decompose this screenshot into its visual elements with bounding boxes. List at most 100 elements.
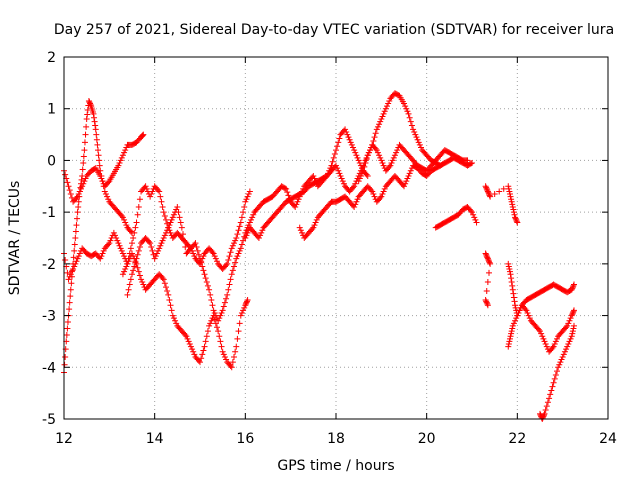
- data-point: [164, 227, 171, 234]
- data-point: [244, 229, 251, 236]
- data-point: [127, 228, 134, 235]
- data-point: [569, 328, 576, 335]
- data-point: [472, 216, 479, 223]
- data-point: [509, 201, 516, 208]
- data-point: [96, 157, 103, 164]
- data-point: [147, 193, 154, 200]
- data-point: [552, 338, 559, 345]
- data-point: [415, 139, 422, 146]
- data-point: [159, 237, 166, 244]
- data-point: [484, 278, 491, 285]
- data-point: [500, 185, 507, 192]
- data-point: [181, 237, 188, 244]
- x-tick-label: 24: [599, 431, 617, 447]
- data-point: [225, 256, 232, 263]
- data-point: [160, 276, 167, 283]
- series-track-10: [482, 183, 521, 226]
- data-point: [191, 253, 198, 260]
- data-point: [360, 167, 367, 174]
- data-point: [78, 176, 85, 183]
- data-point: [83, 116, 90, 123]
- data-point: [147, 240, 154, 247]
- y-tick-label: -2: [42, 257, 56, 273]
- data-point: [410, 126, 417, 133]
- data-point: [161, 280, 168, 287]
- data-point: [78, 185, 84, 192]
- data-point: [257, 232, 264, 239]
- data-point: [469, 160, 475, 167]
- data-point: [82, 175, 89, 182]
- data-point: [401, 183, 407, 190]
- data-point: [101, 188, 108, 195]
- data-point: [112, 232, 118, 239]
- data-point: [487, 193, 494, 200]
- data-point: [198, 259, 205, 266]
- data-point: [123, 222, 130, 229]
- data-point: [369, 188, 376, 195]
- data-point: [73, 258, 80, 265]
- data-point: [361, 163, 368, 170]
- data-point: [74, 255, 81, 262]
- data-point: [508, 196, 515, 203]
- data-point: [473, 219, 480, 226]
- data-point: [115, 240, 122, 247]
- data-point: [184, 335, 191, 342]
- data-point: [509, 286, 516, 293]
- data-point: [139, 132, 146, 139]
- data-point: [64, 325, 71, 332]
- data-point: [376, 152, 383, 159]
- data-point: [355, 157, 362, 164]
- data-point: [158, 198, 165, 205]
- data-point: [512, 304, 519, 311]
- data-point: [156, 245, 163, 252]
- data-point: [236, 320, 243, 327]
- data-point: [393, 149, 400, 156]
- data-point: [180, 231, 186, 238]
- data-point: [391, 152, 398, 159]
- data-point: [200, 253, 207, 260]
- data-point: [208, 317, 215, 324]
- data-point: [330, 154, 337, 161]
- series-track-11: [482, 250, 494, 309]
- data-point: [95, 152, 102, 159]
- data-point: [91, 114, 98, 121]
- data-point: [522, 306, 529, 313]
- data-point: [231, 353, 237, 360]
- data-point: [357, 172, 364, 179]
- data-point: [371, 134, 378, 141]
- data-point: [484, 188, 491, 195]
- data-point: [483, 288, 490, 295]
- data-point: [149, 188, 156, 195]
- series-track-4: [124, 126, 371, 324]
- y-tick-label: -5: [42, 412, 56, 428]
- data-point: [354, 196, 361, 203]
- data-point: [508, 275, 515, 282]
- data-point: [336, 135, 343, 142]
- x-tick-labels: 12 14 16 18 20 22 24: [55, 431, 617, 447]
- y-tick-labels: -5 -4 -3 -2 -1 0 1 2: [42, 50, 56, 428]
- data-point: [505, 183, 512, 190]
- data-point: [549, 344, 556, 351]
- data-point: [169, 214, 176, 221]
- data-point: [282, 185, 288, 192]
- data-point: [70, 254, 77, 261]
- data-point: [229, 359, 236, 366]
- data-point: [204, 282, 211, 289]
- data-point: [198, 355, 205, 362]
- data-point: [571, 322, 577, 329]
- data-point: [87, 101, 94, 108]
- data-point: [104, 193, 111, 200]
- data-point: [377, 118, 384, 125]
- data-point: [487, 260, 494, 267]
- data-point: [294, 198, 301, 205]
- data-point: [158, 240, 165, 247]
- data-point: [233, 343, 240, 350]
- data-point: [485, 256, 492, 263]
- data-point: [507, 333, 514, 340]
- data-point: [284, 189, 291, 196]
- data-point: [406, 114, 413, 121]
- data-point: [401, 100, 407, 107]
- data-point: [218, 343, 225, 350]
- data-point: [130, 267, 137, 274]
- data-point: [388, 160, 395, 167]
